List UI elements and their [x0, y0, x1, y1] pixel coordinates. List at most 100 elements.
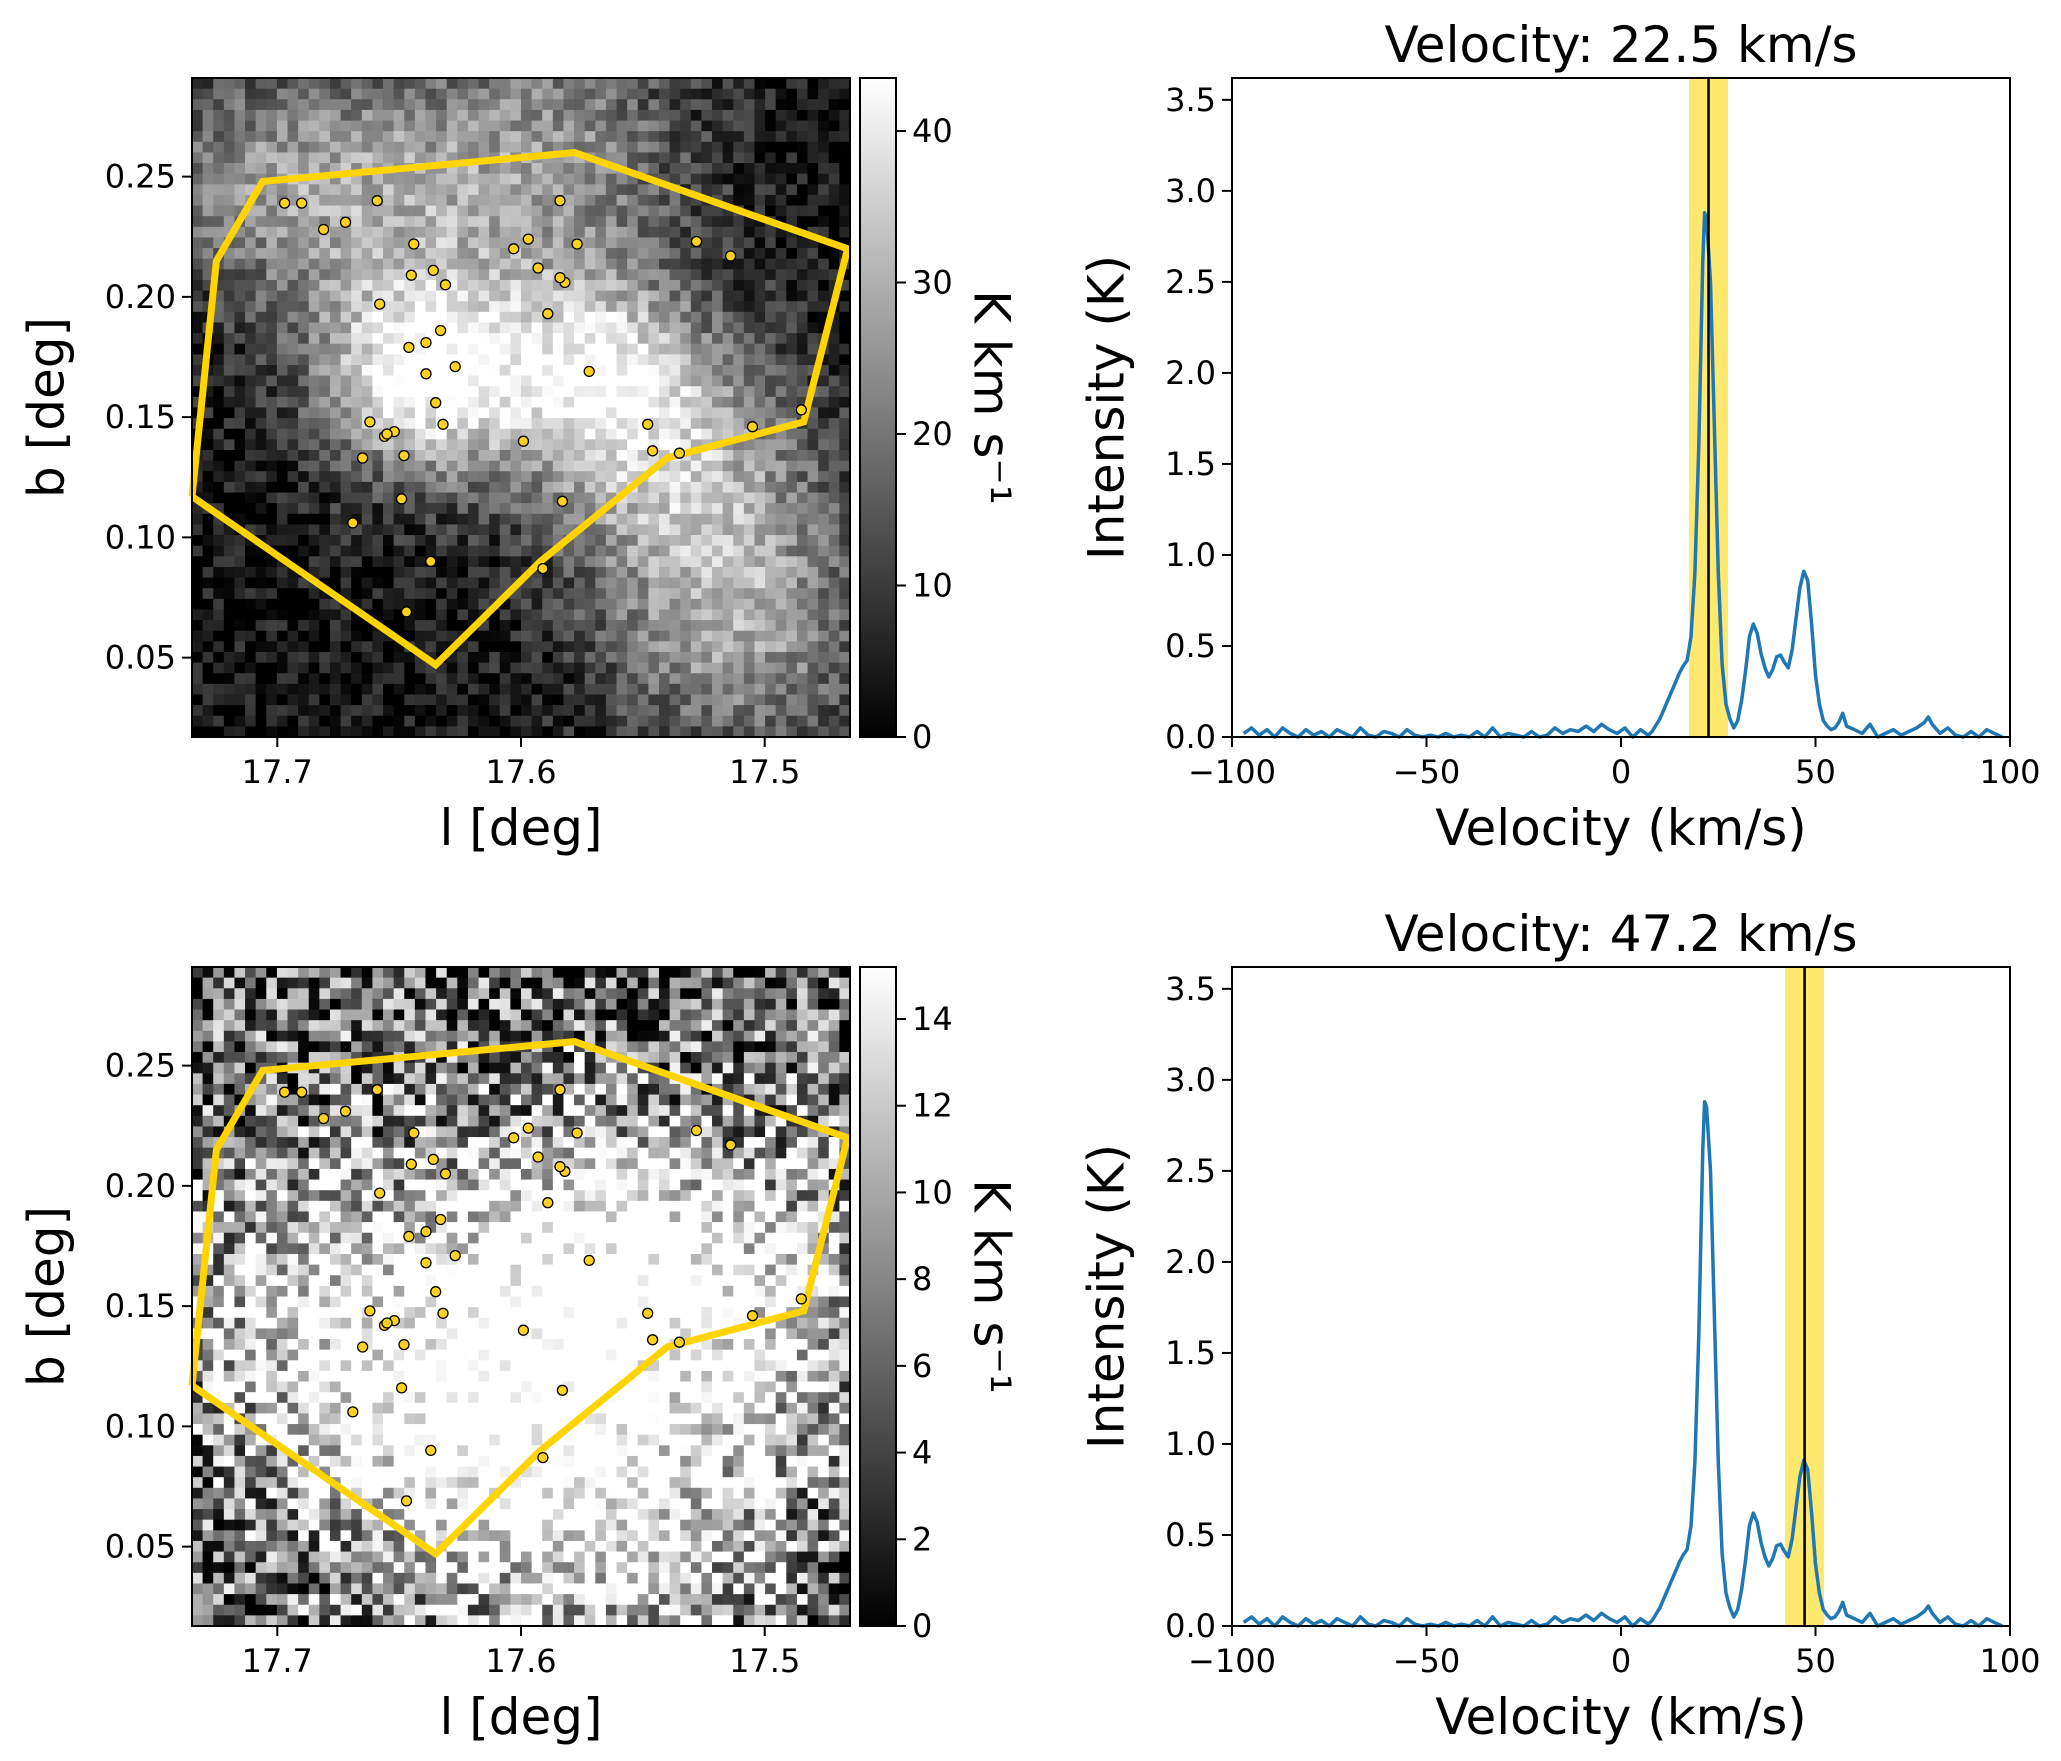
map-pixel	[298, 1360, 310, 1372]
map-pixel	[584, 620, 596, 632]
map-pixel	[701, 386, 713, 398]
map-pixel	[531, 471, 543, 483]
map-pixel	[457, 418, 469, 430]
map-pixel	[276, 407, 289, 419]
source-point	[371, 195, 383, 207]
map-pixel	[457, 364, 469, 377]
map-pixel	[552, 683, 565, 696]
map-pixel	[213, 998, 225, 1011]
map-pixel	[404, 630, 416, 642]
map-pixel	[605, 705, 618, 717]
map-pixel	[308, 1317, 320, 1329]
map-pixel	[276, 609, 289, 621]
map-pixel	[563, 556, 575, 568]
map-pixel	[255, 1455, 267, 1468]
map-pixel	[510, 503, 522, 515]
map-pixel	[340, 1551, 352, 1563]
map-pixel	[234, 1455, 246, 1468]
map-pixel	[234, 279, 246, 292]
map-pixel	[414, 109, 427, 122]
map-pixel	[743, 524, 756, 536]
map-pixel	[192, 1562, 204, 1574]
map-pixel	[701, 471, 713, 483]
map-pixel	[807, 120, 819, 132]
map-pixel	[319, 620, 331, 632]
map-pixel	[669, 364, 681, 377]
map-pixel	[595, 205, 607, 217]
map-pixel	[457, 354, 469, 366]
map-pixel	[223, 1583, 236, 1595]
map-pixel	[308, 588, 320, 600]
map-pixel	[584, 694, 596, 706]
map-pixel	[839, 290, 851, 302]
map-pixel	[266, 269, 278, 281]
map-pixel	[457, 694, 469, 706]
map-pixel	[648, 88, 660, 100]
map-pixel	[223, 1392, 236, 1404]
map-pixel	[245, 1477, 257, 1489]
map-pixel	[213, 577, 225, 589]
map-pixel	[839, 141, 851, 153]
map-pixel	[478, 556, 490, 568]
map-pixel	[457, 598, 469, 611]
map-pixel	[563, 407, 575, 419]
map-pixel	[361, 481, 374, 494]
map-pixel	[828, 439, 840, 451]
map-pixel	[669, 715, 681, 727]
map-pixel	[499, 683, 511, 696]
map-pixel	[213, 184, 225, 196]
map-pixel	[510, 418, 522, 430]
map-pixel	[213, 396, 225, 409]
map-pixel	[223, 1572, 236, 1585]
map-pixel	[340, 535, 352, 547]
map-pixel	[478, 524, 490, 536]
map-pixel	[489, 726, 501, 738]
map-pixel	[786, 535, 798, 547]
map-pixel	[818, 535, 830, 547]
map-pixel	[775, 545, 787, 557]
map-pixel	[202, 1615, 214, 1627]
map-pixel	[828, 258, 840, 270]
map-pixel	[563, 662, 575, 674]
map-pixel	[213, 1402, 225, 1415]
map-pixel	[245, 1030, 257, 1042]
map-pixel	[605, 237, 618, 249]
map-pixel	[446, 407, 458, 419]
map-pixel	[690, 109, 703, 122]
map-pixel	[637, 311, 649, 324]
map-pixel	[436, 726, 448, 738]
map-pixel	[637, 152, 649, 164]
map-pixel	[192, 343, 204, 355]
map-pixel	[563, 343, 575, 355]
map-pixel	[308, 354, 320, 366]
map-pixel	[298, 1615, 310, 1627]
map-pixel	[637, 598, 649, 611]
map-pixel	[351, 524, 363, 536]
map-pixel	[775, 290, 787, 302]
source-point	[556, 495, 569, 507]
map-pixel	[202, 1147, 214, 1159]
map-pixel	[329, 226, 342, 239]
map-pixel	[425, 598, 437, 611]
map-pixel	[308, 1158, 320, 1170]
map-pixel	[436, 535, 448, 547]
map-pixel	[690, 673, 703, 685]
map-pixel	[361, 535, 374, 547]
map-pixel	[712, 109, 724, 122]
map-pixel	[457, 205, 469, 217]
map-pixel	[393, 78, 405, 90]
map-pixel	[223, 1519, 236, 1531]
map-pixel	[669, 258, 681, 270]
map-pixel	[489, 566, 501, 579]
map-pixel	[605, 513, 618, 526]
map-pixel	[425, 194, 437, 207]
map-pixel	[722, 375, 734, 387]
map-pixel	[680, 492, 692, 504]
map-pixel	[489, 88, 501, 100]
map-pixel	[372, 152, 384, 164]
map-pixel	[743, 173, 756, 185]
map-pixel	[595, 333, 607, 345]
map-pixel	[213, 301, 225, 313]
map-pixel	[245, 1232, 257, 1244]
map-pixel	[531, 460, 543, 472]
